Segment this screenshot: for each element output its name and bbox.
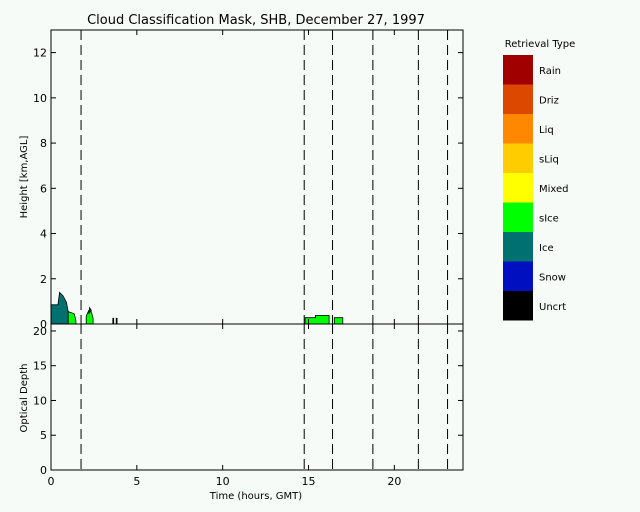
- legend-label: Uncrt: [539, 302, 566, 313]
- plot-frame: [50, 323, 464, 471]
- y-tick-label: 20: [33, 325, 47, 338]
- legend-swatch: [503, 143, 533, 173]
- y-tick-label: 15: [33, 360, 47, 373]
- legend-label: Snow: [539, 272, 566, 283]
- y-tick-label: 5: [40, 429, 47, 442]
- y-tick-label: 8: [40, 137, 47, 150]
- x-axis-label: Time (hours, GMT): [209, 491, 303, 502]
- legend-swatch: [503, 55, 533, 85]
- y-tick-label: 4: [40, 228, 47, 241]
- cloud-region: [333, 317, 344, 325]
- chart-title: Cloud Classification Mask, SHB, December…: [87, 13, 425, 28]
- legend-swatch: [503, 291, 533, 321]
- x-tick-label: 5: [133, 475, 140, 488]
- legend-label: Mixed: [539, 184, 569, 195]
- y-tick-label: 0: [40, 318, 47, 331]
- legend-swatch: [503, 84, 533, 114]
- legend-swatch: [503, 232, 533, 262]
- cloud-region: [67, 311, 77, 325]
- legend-swatch: [503, 114, 533, 144]
- legend-title: Retrieval Type: [505, 39, 576, 50]
- legend-label: sIce: [539, 213, 559, 224]
- y-tick-label: 2: [40, 273, 47, 286]
- cloud-region: [115, 317, 118, 325]
- height-axis-label: Height [km,AGL]: [19, 136, 30, 219]
- cloud-region: [50, 291, 69, 325]
- y-tick-label: 10: [33, 394, 47, 407]
- legend: Rain Driz Liq sLiq Mixed sIce Ice Snow Uncrt: [503, 55, 569, 321]
- optical-depth-axis-label: Optical Depth: [19, 364, 30, 433]
- legend-swatch: [503, 173, 533, 203]
- x-tick-label: 10: [216, 475, 230, 488]
- height-panel: 0 2 4 6 8 10 12: [33, 29, 464, 331]
- legend-label: sLiq: [539, 154, 559, 165]
- y-tick-label: 0: [40, 464, 47, 477]
- cloud-region: [112, 317, 115, 325]
- legend-swatch: [503, 261, 533, 291]
- y-tick-label: 6: [40, 182, 47, 195]
- plot-frame: [50, 29, 464, 325]
- x-tick-label: 20: [387, 475, 401, 488]
- y-tick-label: 10: [33, 92, 47, 105]
- x-tick-label: 0: [48, 475, 55, 488]
- legend-label: Ice: [539, 243, 554, 254]
- legend-label: Liq: [539, 125, 554, 136]
- legend-label: Driz: [539, 95, 559, 106]
- legend-swatch: [503, 202, 533, 232]
- optical-depth-panel: 0 5 10 15 20 0 5 10 15 20: [33, 323, 464, 488]
- y-tick-label: 12: [33, 47, 47, 60]
- x-tick-label: 15: [302, 475, 316, 488]
- cloud-region: [88, 306, 92, 315]
- legend-label: Rain: [539, 66, 561, 77]
